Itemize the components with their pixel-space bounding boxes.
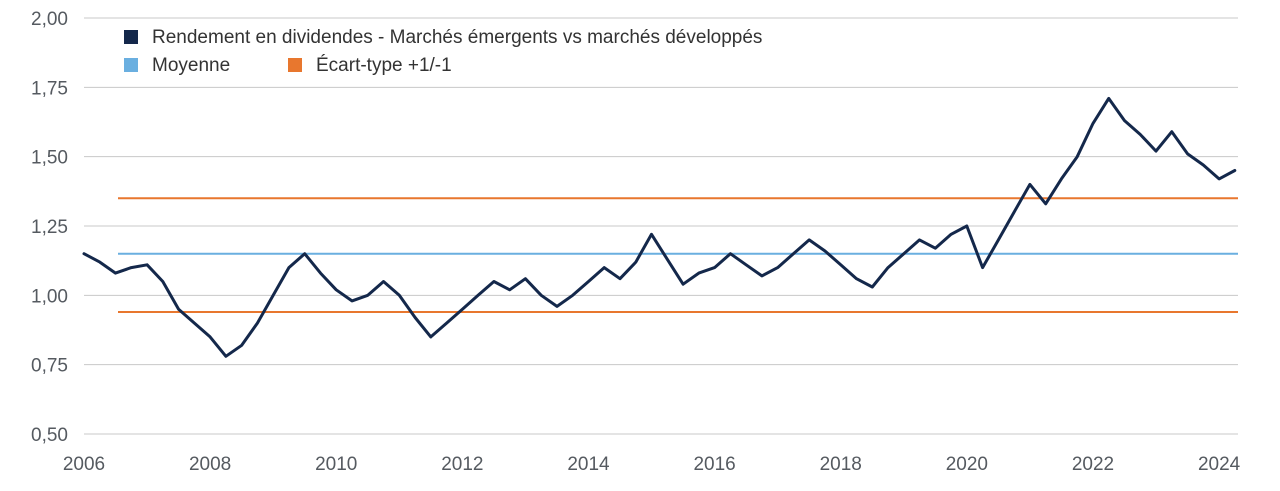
legend-swatch <box>124 58 138 72</box>
y-tick-label: 1,25 <box>31 217 68 238</box>
legend-swatch <box>124 30 138 44</box>
data-series <box>82 96 1237 358</box>
y-tick-label: 1,00 <box>31 286 68 307</box>
x-axis-tick-labels: 2006 2008 2010 2012 2014 2016 2018 2020 2022 2024 <box>63 454 1241 475</box>
y-tick-label: 1,50 <box>31 148 68 169</box>
y-tick-label: 2,00 <box>31 9 68 30</box>
legend-label: Écart-type +1/-1 <box>316 55 452 76</box>
legend-item-std-dev: Écart-type +1/-1 <box>288 55 452 76</box>
x-tick-label: 2008 <box>189 454 231 475</box>
x-tick-label: 2014 <box>567 454 610 475</box>
x-tick-label: 2010 <box>315 454 357 475</box>
legend: Rendement en dividendes - Marchés émerge… <box>124 27 762 76</box>
y-tick-label: 0,75 <box>31 356 68 377</box>
y-axis-tick-labels: 0,50 0,75 1,00 1,25 1,50 1,75 2,00 <box>31 9 68 446</box>
legend-item-dividend-yield: Rendement en dividendes - Marchés émerge… <box>124 27 762 48</box>
x-tick-label: 2024 <box>1198 454 1241 475</box>
legend-label: Rendement en dividendes - Marchés émerge… <box>152 27 762 48</box>
x-tick-label: 2012 <box>441 454 483 475</box>
x-tick-label: 2016 <box>693 454 735 475</box>
y-tick-label: 1,75 <box>31 78 68 99</box>
x-tick-label: 2018 <box>820 454 862 475</box>
legend-swatch <box>288 58 302 72</box>
x-tick-label: 2022 <box>1072 454 1114 475</box>
x-tick-label: 2006 <box>63 454 105 475</box>
dividend-yield-line <box>82 96 1237 358</box>
legend-item-mean: Moyenne <box>124 55 230 76</box>
legend-label: Moyenne <box>152 55 230 76</box>
x-tick-label: 2020 <box>946 454 988 475</box>
grid-lines <box>84 17 1238 435</box>
y-tick-label: 0,50 <box>31 425 68 446</box>
